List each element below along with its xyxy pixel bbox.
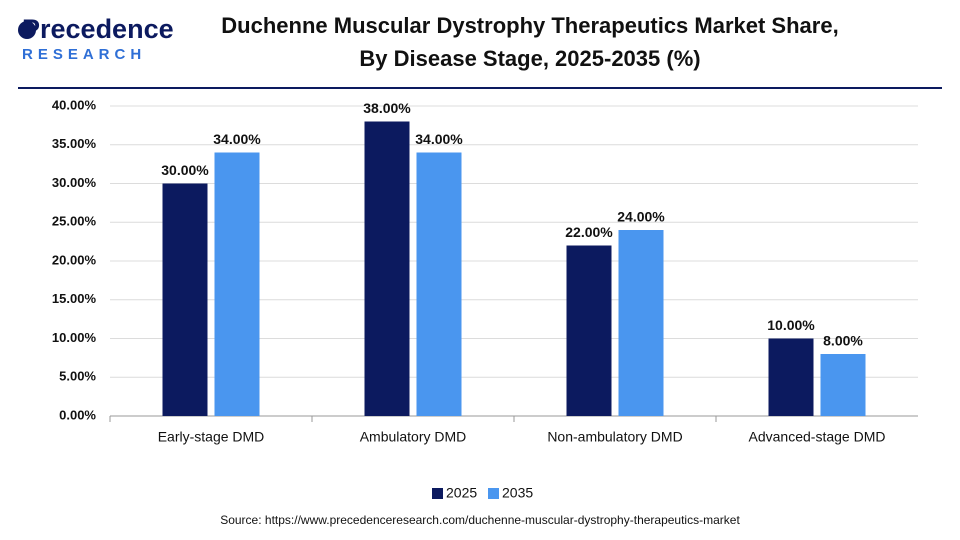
bar [214,152,260,416]
legend-label: 2025 [446,485,477,501]
value-label: 22.00% [565,224,613,240]
value-label: 10.00% [767,317,815,333]
value-label: 38.00% [363,100,411,116]
y-tick-label: 35.00% [52,136,97,151]
y-tick-label: 40.00% [52,97,97,112]
bar [820,354,866,416]
logo-name: Precedence [22,14,174,44]
chart-title: By Disease Stage, 2025-2035 (%) [359,46,700,71]
legend-swatch [432,488,443,499]
legend-swatch [488,488,499,499]
bar [618,230,664,416]
bar [768,338,814,416]
x-tick-label: Early-stage DMD [158,429,265,445]
y-tick-label: 20.00% [52,252,97,267]
chart-title: Duchenne Muscular Dystrophy Therapeutics… [221,13,838,38]
bar [162,183,208,416]
x-tick-label: Non-ambulatory DMD [547,429,682,445]
bar [416,152,462,416]
legend-label: 2035 [502,485,533,501]
x-tick-label: Ambulatory DMD [360,429,467,445]
bar [566,245,612,416]
y-tick-label: 5.00% [59,369,96,384]
y-tick-label: 0.00% [59,407,96,422]
logo-tagline: RESEARCH [22,46,146,63]
logo-icon [18,21,36,39]
value-label: 8.00% [823,333,863,349]
y-tick-label: 30.00% [52,175,97,190]
value-label: 34.00% [213,131,261,147]
bar [364,121,410,416]
x-tick-label: Advanced-stage DMD [749,429,886,445]
value-label: 30.00% [161,162,209,178]
logo: Precedence RESEARCH [18,14,174,63]
y-tick-label: 15.00% [52,291,97,306]
value-label: 24.00% [617,209,665,225]
y-tick-label: 10.00% [52,330,97,345]
y-tick-label: 25.00% [52,214,97,229]
source: Source: https://www.precedenceresearch.c… [220,513,740,527]
value-label: 34.00% [415,131,463,147]
